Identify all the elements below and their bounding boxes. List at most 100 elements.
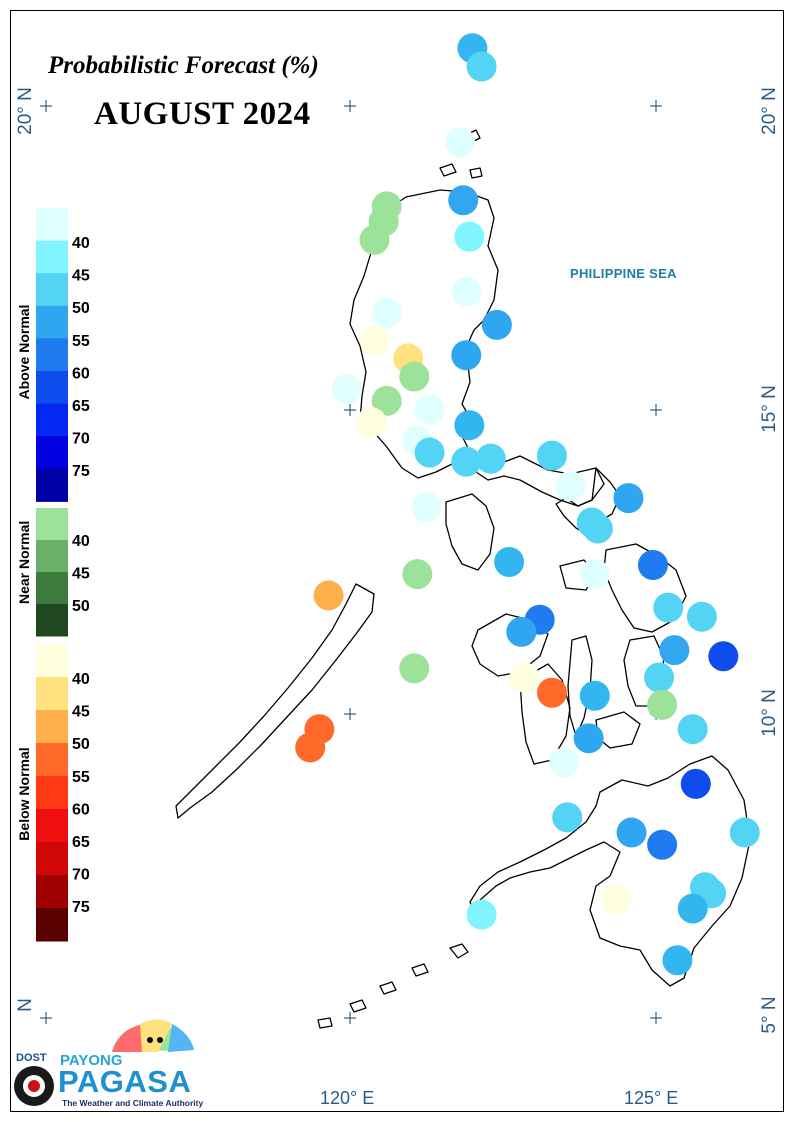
legend-near-normal-title: Near Normal bbox=[16, 520, 32, 604]
legend-tick-label: 60 bbox=[72, 365, 90, 382]
station-marker bbox=[451, 446, 482, 477]
station-marker bbox=[708, 641, 739, 672]
station-marker bbox=[466, 899, 497, 930]
legend-tick-label: 40 bbox=[72, 533, 90, 550]
legend-tick-label: 40 bbox=[72, 235, 90, 252]
legend-color-cell bbox=[36, 508, 68, 541]
philippine-sea-label: PHILIPPINE SEA bbox=[570, 266, 677, 281]
station-marker bbox=[402, 559, 433, 590]
station-marker bbox=[662, 945, 693, 976]
legend-color-cell bbox=[36, 273, 68, 307]
legend-tick-label: 55 bbox=[72, 769, 90, 786]
legend-color-cell bbox=[36, 540, 68, 573]
station-marker bbox=[359, 224, 390, 255]
station-marker bbox=[647, 689, 678, 720]
chart-title: Probabilistic Forecast (%) bbox=[48, 52, 319, 79]
legend-color-cell bbox=[36, 842, 68, 876]
legend-color-cell bbox=[36, 572, 68, 605]
lat-label-20-right: 20° N bbox=[759, 87, 780, 135]
station-marker bbox=[371, 297, 402, 328]
legend-color-cell bbox=[36, 776, 68, 810]
sulu-islands bbox=[317, 943, 469, 1029]
station-marker bbox=[637, 550, 668, 581]
station-marker bbox=[644, 662, 675, 693]
legend-color-cell bbox=[36, 743, 68, 777]
station-marker bbox=[451, 340, 482, 371]
legend-tick-label: 70 bbox=[72, 867, 90, 884]
legend-tick-label: 45 bbox=[72, 268, 90, 285]
station-marker bbox=[613, 483, 644, 514]
forecast-month-title: AUGUST 2024 bbox=[94, 96, 311, 132]
graticule-crosshairs bbox=[40, 100, 662, 1024]
mindoro-coastline bbox=[445, 493, 495, 571]
station-marker bbox=[555, 471, 586, 501]
lat-label-15-right: 15° N bbox=[759, 385, 780, 433]
station-marker bbox=[579, 559, 610, 590]
mindanao-coastline bbox=[469, 755, 751, 987]
logo-payong-text: PAYONG bbox=[60, 1052, 123, 1069]
station-marker bbox=[359, 325, 390, 356]
station-marker bbox=[445, 127, 476, 158]
station-marker bbox=[579, 680, 610, 711]
station-marker bbox=[411, 492, 442, 523]
legend-tick-label: 50 bbox=[72, 598, 90, 615]
station-marker bbox=[475, 443, 506, 474]
station-marker bbox=[414, 395, 445, 425]
station-marker bbox=[536, 440, 567, 471]
station-marker bbox=[686, 601, 717, 632]
legend-above-normal-title: Above Normal bbox=[16, 304, 32, 400]
legend-below-normal-scale bbox=[36, 644, 68, 942]
station-marker bbox=[414, 437, 445, 468]
legend-color-cell bbox=[36, 371, 68, 405]
legend-tick-label: 45 bbox=[72, 566, 90, 583]
station-marker bbox=[448, 185, 479, 216]
station-marker bbox=[509, 662, 540, 693]
station-marker bbox=[677, 893, 708, 924]
legend-below-normal-title: Below Normal bbox=[16, 747, 32, 841]
lat-label-10-right: 10° N bbox=[759, 689, 780, 737]
logo-tagline: The Weather and Climate Authority bbox=[62, 1098, 204, 1108]
coastlines bbox=[175, 129, 751, 1029]
lon-label-120: 120° E bbox=[320, 1088, 375, 1108]
station-marker bbox=[601, 884, 632, 915]
station-marker bbox=[331, 373, 362, 404]
legend-tick-label: 55 bbox=[72, 333, 90, 350]
station-marker bbox=[647, 829, 678, 860]
legend-color-cell bbox=[36, 710, 68, 744]
legend-color-cell bbox=[36, 604, 68, 637]
station-marker bbox=[659, 635, 690, 666]
legend-tick-label: 65 bbox=[72, 834, 90, 851]
station-marker bbox=[399, 361, 430, 392]
legend-color-cell bbox=[36, 908, 68, 942]
legend-tick-label: 50 bbox=[72, 300, 90, 317]
logo-pagasa-text: PAGASA bbox=[58, 1064, 192, 1099]
station-marker bbox=[481, 309, 512, 340]
legend-above-normal-scale bbox=[36, 208, 68, 502]
legend-color-cell bbox=[36, 677, 68, 711]
legend-color-cell bbox=[36, 240, 68, 274]
legend-color-cell bbox=[36, 468, 68, 502]
cebu-coastline bbox=[567, 635, 593, 737]
station-marker bbox=[549, 747, 580, 778]
station-marker bbox=[371, 385, 402, 416]
station-marker bbox=[680, 768, 711, 799]
legend-tick-label: 50 bbox=[72, 736, 90, 753]
legend-tick-label: 70 bbox=[72, 431, 90, 448]
legend-tick-label: 45 bbox=[72, 704, 90, 721]
station-marker bbox=[295, 732, 326, 763]
station-marker bbox=[677, 714, 708, 745]
station-marker bbox=[616, 817, 647, 848]
station-marker bbox=[454, 410, 485, 441]
legend-near-normal-scale bbox=[36, 508, 68, 637]
lat-label-5-right: 5° N bbox=[759, 996, 780, 1034]
station-marker bbox=[729, 817, 760, 848]
legend-tick-label: 75 bbox=[72, 463, 90, 480]
legend-tick-label: 60 bbox=[72, 801, 90, 818]
station-marker bbox=[494, 547, 525, 577]
legend-tick-labels: 40 45 50 55 60 65 70 75 40 45 50 40 45 50 55 60 65 70 75 bbox=[72, 235, 90, 916]
station-marker bbox=[536, 677, 567, 708]
pagasa-logo-graphic bbox=[14, 1019, 194, 1106]
legend-color-cell bbox=[36, 338, 68, 372]
station-marker bbox=[356, 407, 387, 438]
